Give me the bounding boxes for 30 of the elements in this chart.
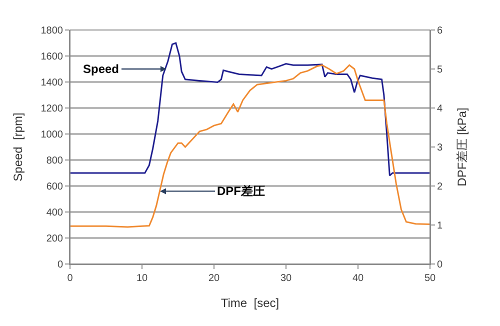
annotation: Speed (83, 62, 120, 76)
y2-axis-title: DPF差圧 [kPa] (454, 108, 469, 186)
y-tick-label: 200 (46, 234, 64, 244)
line-series (70, 64, 430, 228)
x-tick-label: 50 (424, 273, 436, 284)
y-axis-title: Speed [rpm] (11, 112, 26, 182)
y-tick-label: 1200 (40, 104, 64, 114)
x-tick-label: 10 (136, 273, 148, 284)
y-tick-label: 1000 (40, 130, 64, 140)
y-tick-label: 600 (46, 182, 64, 192)
y-tick-label: 1400 (40, 78, 64, 88)
x-tick-label: 0 (67, 273, 74, 284)
x-axis-title: Time [sec] (220, 296, 280, 310)
annotation: DPF差圧 (217, 184, 265, 198)
y2-tick-label: 1 (437, 220, 443, 232)
y2-tick-label: 3 (437, 142, 443, 154)
y-tick-label: 0 (57, 260, 64, 270)
x-tick-label: 20 (208, 273, 220, 284)
y-tick-label: 1600 (40, 52, 64, 62)
y2-tick-label: 0 (437, 260, 443, 270)
y2-tick-label: 4 (437, 104, 443, 114)
y2-tick-label: 6 (437, 26, 443, 36)
y-tick-label: 1800 (40, 26, 64, 36)
y2-tick-label: 2 (437, 182, 443, 192)
y-tick-label: 800 (46, 156, 64, 166)
y2-tick-label: 5 (437, 64, 443, 76)
line-series (70, 42, 430, 176)
y-tick-label: 400 (46, 208, 64, 218)
x-tick-label: 30 (280, 273, 292, 284)
x-tick-label: 40 (352, 273, 364, 284)
